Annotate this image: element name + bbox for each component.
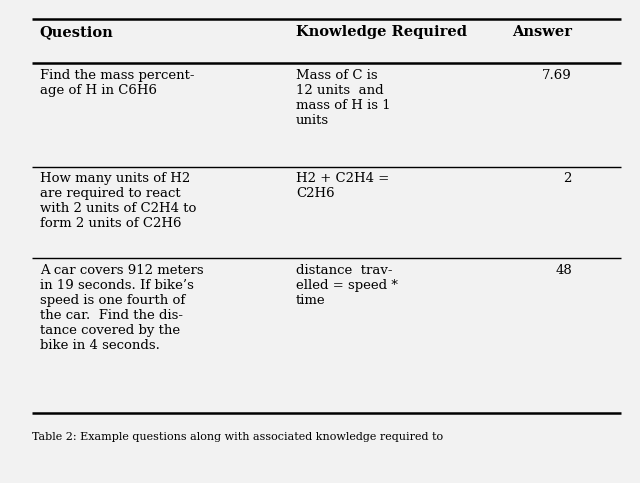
Text: Knowledge Required: Knowledge Required [296, 25, 467, 39]
Text: A car covers 912 meters
in 19 seconds. If bike’s
speed is one fourth of
the car.: A car covers 912 meters in 19 seconds. I… [40, 264, 204, 352]
Text: distance  trav-
elled = speed *
time: distance trav- elled = speed * time [296, 264, 397, 307]
Text: 7.69: 7.69 [542, 69, 572, 82]
Text: 48: 48 [555, 264, 572, 277]
Text: 2: 2 [564, 172, 572, 185]
Text: Answer: Answer [512, 25, 572, 39]
Text: How many units of H2
are required to react
with 2 units of C2H4 to
form 2 units : How many units of H2 are required to rea… [40, 172, 196, 230]
Text: Question: Question [40, 25, 113, 39]
Text: Find the mass percent-
age of H in C6H6: Find the mass percent- age of H in C6H6 [40, 69, 194, 97]
Text: Table 2: Example questions along with associated knowledge required to: Table 2: Example questions along with as… [32, 432, 443, 442]
Text: H2 + C2H4 =
C2H6: H2 + C2H4 = C2H6 [296, 172, 389, 200]
Text: Mass of C is
12 units  and
mass of H is 1
units: Mass of C is 12 units and mass of H is 1… [296, 69, 390, 127]
